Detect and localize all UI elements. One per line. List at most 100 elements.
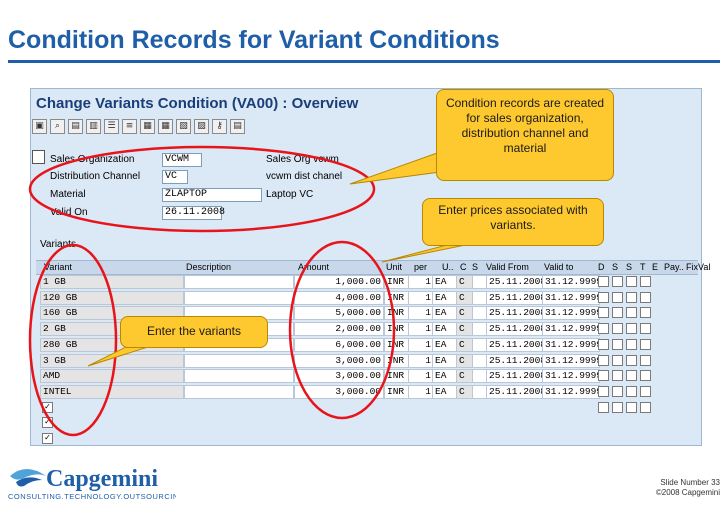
- amount-cell[interactable]: 5,000.00: [294, 306, 384, 321]
- doc-icon[interactable]: ▤: [230, 119, 245, 134]
- row-checkbox[interactable]: [626, 354, 637, 366]
- empty-table-row[interactable]: ✓: [36, 432, 698, 446]
- row-checkbox[interactable]: [640, 370, 651, 382]
- document-icon[interactable]: [32, 150, 45, 164]
- row-checkbox[interactable]: [598, 354, 609, 366]
- row-checkbox[interactable]: [626, 401, 637, 413]
- row-checkbox[interactable]: [640, 291, 651, 303]
- per-cell[interactable]: 1: [408, 353, 434, 368]
- find-icon[interactable]: ⌕: [50, 119, 65, 134]
- save-icon[interactable]: ▣: [32, 119, 47, 134]
- row-checkbox[interactable]: [626, 385, 637, 397]
- amount-cell[interactable]: 3,000.00: [294, 384, 384, 399]
- empty-table-row[interactable]: ✓: [36, 401, 698, 415]
- amount-cell[interactable]: 3,000.00: [294, 369, 384, 384]
- amount-cell[interactable]: 1,000.00: [294, 275, 384, 289]
- checkmark-icon[interactable]: ✓: [42, 433, 53, 444]
- row-checkbox[interactable]: [598, 370, 609, 382]
- col-t[interactable]: T: [640, 262, 646, 272]
- table-row[interactable]: 120 GB 4,000.00 INR 1 EA C 25.11.2008 31.12.999…: [36, 290, 698, 305]
- row-checkbox[interactable]: [612, 401, 623, 413]
- row-checkbox[interactable]: [612, 354, 623, 366]
- row-checkbox[interactable]: [612, 291, 623, 303]
- row-checkbox[interactable]: [598, 323, 609, 335]
- col-e[interactable]: E: [652, 262, 659, 272]
- row-checkbox[interactable]: [626, 370, 637, 382]
- description-cell[interactable]: [184, 384, 294, 399]
- row-checkbox[interactable]: [640, 354, 651, 366]
- grid-icon[interactable]: ▧: [176, 119, 191, 134]
- col-s2[interactable]: S: [612, 262, 619, 272]
- variant-cell[interactable]: 1 GB: [40, 275, 184, 289]
- per-cell[interactable]: 1: [408, 306, 434, 321]
- col-c[interactable]: C: [460, 262, 467, 272]
- description-cell[interactable]: [184, 369, 294, 384]
- amount-cell[interactable]: 3,000.00: [294, 353, 384, 368]
- row-checkbox[interactable]: [612, 370, 623, 382]
- col-valid-from[interactable]: Valid From: [486, 262, 529, 272]
- row-checkbox[interactable]: [598, 291, 609, 303]
- list-icon[interactable]: ≡: [122, 119, 137, 134]
- row-checkbox[interactable]: [640, 385, 651, 397]
- unit-cell[interactable]: INR: [384, 337, 412, 352]
- doc-icon[interactable]: ▥: [86, 119, 101, 134]
- valid-from-cell[interactable]: 25.11.2008: [486, 322, 546, 337]
- col-s3[interactable]: S: [626, 262, 633, 272]
- sales-org-field[interactable]: VCWM: [162, 153, 202, 167]
- uom-cell[interactable]: EA: [432, 369, 458, 384]
- table-row[interactable]: 3 GB 3,000.00 INR 1 EA C 25.11.2008 31.12.9999: [36, 353, 698, 368]
- key-icon[interactable]: ⚷: [212, 119, 227, 134]
- row-checkbox[interactable]: [612, 276, 623, 287]
- calc-type-cell[interactable]: C: [456, 306, 474, 321]
- row-checkbox[interactable]: [612, 338, 623, 350]
- col-unit[interactable]: Unit: [386, 262, 403, 272]
- grid-icon[interactable]: ▦: [140, 119, 155, 134]
- col-valid-to[interactable]: Valid to: [544, 262, 574, 272]
- col-s[interactable]: S: [472, 262, 479, 272]
- valid-from-cell[interactable]: 25.11.2008: [486, 384, 546, 399]
- row-checkbox[interactable]: [598, 401, 609, 413]
- amount-cell[interactable]: 2,000.00: [294, 322, 384, 337]
- col-per[interactable]: per: [414, 262, 428, 272]
- row-checkbox[interactable]: [640, 401, 651, 413]
- amount-cell[interactable]: 6,000.00: [294, 337, 384, 352]
- row-checkbox[interactable]: [598, 338, 609, 350]
- table-row[interactable]: 1 GB 1,000.00 INR 1 EA C 25.11.2008 31.12.9999: [36, 275, 698, 289]
- uom-cell[interactable]: EA: [432, 306, 458, 321]
- col-d[interactable]: D: [598, 262, 605, 272]
- col-fixval[interactable]: FixVal: [686, 262, 711, 272]
- row-checkbox[interactable]: [640, 276, 651, 287]
- table-row[interactable]: INTEL 3,000.00 INR 1 EA C 25.11.2008 31.12.9999: [36, 384, 698, 399]
- col-pay[interactable]: Pay..: [664, 262, 684, 272]
- valid-to-cell[interactable]: 31.12.9999: [542, 384, 600, 399]
- dist-channel-field[interactable]: VC: [162, 170, 188, 184]
- valid-on-field[interactable]: 26.11.2008: [162, 206, 225, 220]
- uom-cell[interactable]: EA: [432, 290, 458, 305]
- row-checkbox[interactable]: [612, 307, 623, 319]
- row-checkbox[interactable]: [598, 276, 609, 287]
- col-variant[interactable]: Variant: [44, 262, 72, 272]
- col-amount[interactable]: Amount: [298, 262, 330, 272]
- row-checkbox[interactable]: [640, 307, 651, 319]
- valid-to-cell[interactable]: 31.12.9999: [542, 275, 600, 289]
- per-cell[interactable]: 1: [408, 275, 434, 289]
- table-row[interactable]: AMD 3,000.00 INR 1 EA C 25.11.2008 31.12.9999: [36, 369, 698, 384]
- row-checkbox[interactable]: [598, 385, 609, 397]
- valid-from-cell[interactable]: 25.11.2008: [486, 353, 546, 368]
- per-cell[interactable]: 1: [408, 369, 434, 384]
- calc-type-cell[interactable]: C: [456, 337, 474, 352]
- row-checkbox[interactable]: [626, 323, 637, 335]
- row-checkbox[interactable]: [640, 323, 651, 335]
- description-cell[interactable]: [184, 275, 294, 289]
- row-checkbox[interactable]: [626, 276, 637, 287]
- row-checkbox[interactable]: [598, 307, 609, 319]
- col-uom[interactable]: U..: [442, 262, 454, 272]
- row-checkbox[interactable]: [626, 338, 637, 350]
- calc-type-cell[interactable]: C: [456, 322, 474, 337]
- table-row[interactable]: 280 GB 6,000.00 INR 1 EA C 25.11.2008 31.12.999…: [36, 337, 698, 352]
- col-description[interactable]: Description: [186, 262, 232, 272]
- doc-icon[interactable]: ▤: [68, 119, 83, 134]
- grid-icon[interactable]: ▦: [158, 119, 173, 134]
- row-checkbox[interactable]: [626, 291, 637, 303]
- grid-icon[interactable]: ▨: [194, 119, 209, 134]
